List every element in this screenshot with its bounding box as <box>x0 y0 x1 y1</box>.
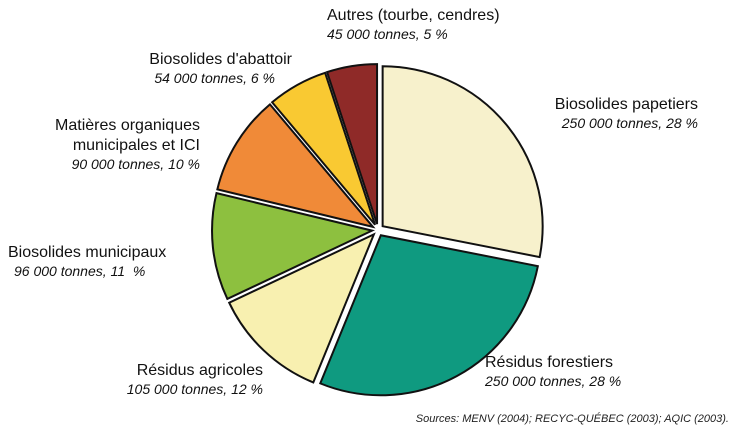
category-name: Résidus agricoles <box>136 362 263 379</box>
slice-label: Résidus agricoles 105 000 tonnes, 12 % <box>60 361 263 399</box>
pie-slice <box>227 232 376 384</box>
slice-label: Matières organiques municipales et ICI 90… <box>20 116 200 174</box>
value-label: 90 000 tonnes, 10 % <box>71 156 200 172</box>
pie-slice <box>216 102 376 229</box>
category-name: Matières organiques municipales et ICI <box>55 117 200 154</box>
slice-label: Biosolides d'abattoir 54 000 tonnes, 6 % <box>60 50 292 88</box>
value-label: 96 000 tonnes, 11 % <box>14 263 146 279</box>
pie-slice <box>270 71 377 226</box>
category-name: Autres (tourbe, cendres) <box>327 7 500 24</box>
pie-slice <box>325 63 379 225</box>
slice-label: Biosolides papetiers 250 000 tonnes, 28 % <box>500 95 698 133</box>
value-label: 54 000 tonnes, 6 % <box>154 70 275 86</box>
pie-slice <box>381 65 544 259</box>
pie-slice <box>318 234 540 397</box>
pie-slice <box>211 191 376 301</box>
slice-label: Biosolides municipaux 96 000 tonnes, 11 % <box>8 243 238 281</box>
slice-label: Résidus forestiers 250 000 tonnes, 28 % <box>485 353 685 391</box>
category-name: Biosolides d'abattoir <box>149 51 292 68</box>
value-label: 45 000 tonnes, 5 % <box>327 26 448 42</box>
category-name: Résidus forestiers <box>485 354 614 371</box>
value-label: 250 000 tonnes, 28 % <box>485 373 622 389</box>
source: Sources: MENV (2004); RECYC-QUÉBEC (2003… <box>415 413 729 425</box>
value-label: 105 000 tonnes, 12 % <box>126 381 263 397</box>
slice-label: Autres (tourbe, cendres) 45 000 tonnes, 5… <box>327 6 547 44</box>
category-name: Biosolides papetiers <box>554 96 698 113</box>
value-label: 250 000 tonnes, 28 % <box>561 115 698 131</box>
category-name: Biosolides municipaux <box>8 244 167 261</box>
